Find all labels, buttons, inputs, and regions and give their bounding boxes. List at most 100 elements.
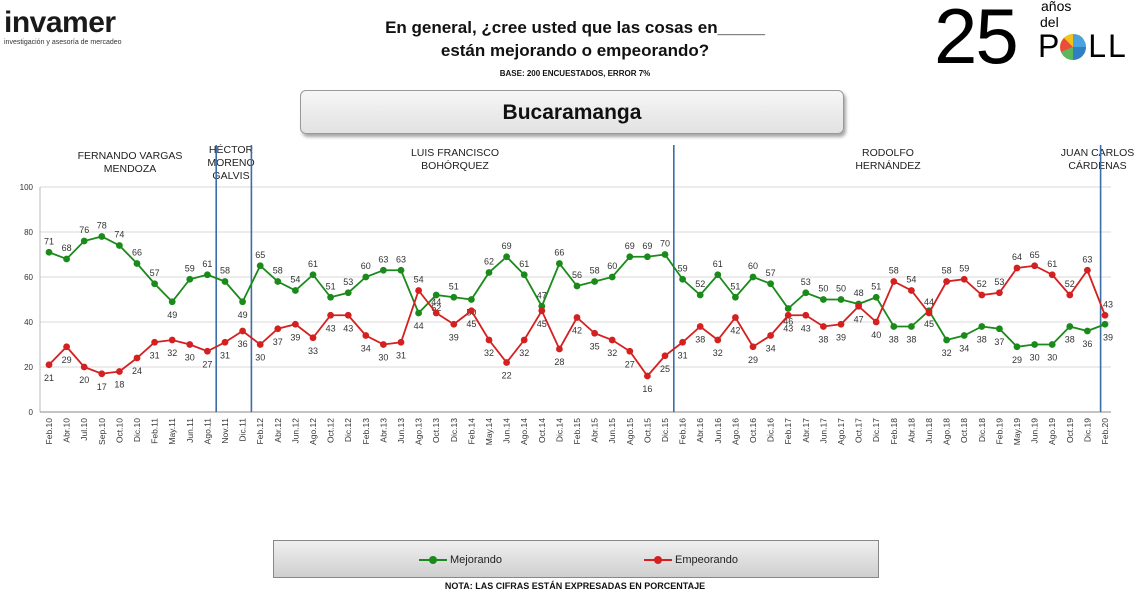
x-tick-label: Oct.17 [854, 418, 864, 443]
x-tick-label: Feb.17 [783, 418, 793, 445]
data-label: 36 [1082, 339, 1092, 349]
data-point [397, 266, 405, 274]
y-tick-label: 40 [24, 318, 33, 327]
x-tick-label: Abr.15 [590, 418, 600, 443]
data-label: 43 [326, 323, 336, 333]
logo-tagline: investigación y asesoría de mercadeo [4, 39, 122, 46]
data-label: 21 [44, 373, 54, 383]
x-tick-label: Abr.17 [801, 418, 811, 443]
logo-name: invamer [4, 6, 116, 39]
x-tick-label: Dic.17 [871, 418, 881, 442]
data-point [890, 278, 898, 285]
data-label: 61 [519, 259, 529, 269]
x-tick-label: Dic.16 [766, 418, 776, 442]
data-label: 43 [801, 323, 811, 333]
x-tick-label: Sep.10 [97, 418, 107, 445]
data-label: 57 [766, 268, 776, 278]
x-tick-label: Jun.19 [1030, 418, 1040, 444]
data-label: 61 [308, 259, 318, 269]
data-label: 63 [378, 254, 388, 264]
data-point [1031, 341, 1038, 348]
data-label: 32 [484, 348, 494, 358]
data-point [520, 271, 528, 279]
data-point [978, 291, 986, 299]
x-tick-label: Ago.16 [730, 418, 740, 445]
x-tick-label: Oct.12 [326, 418, 336, 443]
x-tick-label: Dic.14 [554, 418, 564, 442]
x-tick-label: Jun.11 [185, 418, 195, 443]
badge-number: 25 [934, 0, 1019, 80]
x-tick-label: Ago.12 [308, 418, 318, 445]
data-point [1048, 271, 1056, 279]
data-label: 60 [607, 261, 617, 271]
data-label: 46 [783, 317, 793, 327]
data-label: 16 [642, 384, 652, 394]
data-point [168, 336, 176, 344]
data-label: 30 [1047, 353, 1057, 363]
data-label: 44 [431, 297, 441, 307]
data-label: 49 [167, 310, 177, 320]
data-label: 30 [255, 353, 265, 363]
data-label: 53 [801, 277, 811, 287]
data-point [767, 332, 774, 339]
data-point [784, 305, 792, 312]
data-point [1013, 264, 1021, 272]
x-tick-label: Ago.13 [414, 418, 424, 445]
x-tick-label: Jun.14 [502, 418, 512, 444]
data-point [344, 311, 352, 319]
x-tick-label: Abr.18 [906, 418, 916, 443]
data-label: 37 [273, 337, 283, 347]
x-tick-label: Jul.10 [79, 418, 89, 441]
data-point [626, 253, 634, 261]
data-label: 49 [238, 310, 248, 320]
data-point [151, 338, 159, 346]
data-point [327, 293, 334, 301]
data-label: 69 [642, 241, 652, 251]
x-tick-label: Ago.19 [1047, 418, 1057, 445]
y-tick-label: 60 [24, 273, 33, 282]
data-label: 29 [62, 355, 72, 365]
data-label: 28 [554, 357, 564, 367]
data-point [696, 291, 704, 299]
data-label: 47 [537, 290, 547, 300]
period-label-moreno: HÉCTOR MORENO GALVIS [207, 144, 255, 182]
legend-marker-empeorando [654, 556, 662, 564]
data-label: 32 [607, 348, 617, 358]
data-label: 60 [748, 261, 758, 271]
x-tick-label: Feb.15 [572, 418, 582, 445]
data-point [204, 347, 211, 355]
data-point [450, 293, 458, 301]
data-point [98, 233, 106, 240]
data-label: 44 [924, 297, 934, 307]
data-label: 58 [889, 266, 899, 276]
badge-line-2: del [1040, 14, 1059, 30]
legend-label-mejorando: Mejorando [450, 554, 502, 566]
data-point [556, 345, 563, 353]
data-point [608, 273, 616, 281]
data-point [116, 368, 123, 375]
x-tick-label: Abr.12 [273, 418, 283, 443]
data-point [960, 275, 968, 283]
period-label-vargas: FERNANDO VARGAS MENDOZA [77, 150, 183, 175]
x-tick-label: Abr.13 [378, 418, 388, 443]
data-point [679, 338, 686, 346]
data-label: 76 [79, 225, 89, 235]
data-label: 61 [713, 259, 723, 269]
data-label: 27 [202, 359, 212, 369]
chart-question: En general, ¿cree usted que las cosas en… [330, 16, 820, 62]
x-tick-label: Dic.11 [238, 418, 248, 442]
data-point [432, 291, 440, 299]
data-label: 35 [590, 341, 600, 351]
data-label: 34 [959, 344, 969, 354]
data-point [908, 323, 915, 330]
data-label: 24 [132, 366, 142, 376]
data-point [397, 338, 405, 346]
data-label: 61 [1047, 259, 1057, 269]
data-point [239, 327, 247, 335]
data-label: 62 [484, 257, 494, 267]
x-tick-label: Jun.12 [290, 418, 300, 444]
data-point [573, 282, 581, 290]
data-label: 64 [1012, 252, 1022, 262]
data-label: 59 [185, 263, 195, 273]
data-label: 36 [238, 339, 248, 349]
